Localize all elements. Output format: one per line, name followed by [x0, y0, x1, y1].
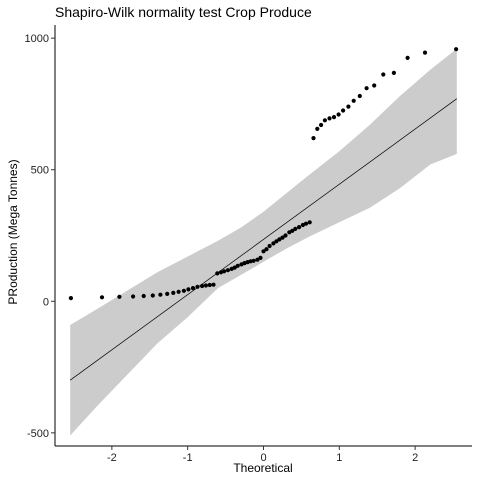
x-tick-label: 2: [412, 452, 418, 464]
data-point: [307, 220, 312, 225]
y-tick-label: 0: [43, 296, 49, 308]
data-point: [351, 98, 356, 103]
x-axis-label: Theoretical: [233, 461, 292, 475]
data-point: [203, 283, 208, 288]
data-point: [311, 136, 316, 141]
data-point: [364, 86, 369, 91]
data-point: [222, 269, 227, 274]
data-point: [150, 293, 155, 298]
data-point: [195, 284, 200, 289]
data-point: [315, 126, 320, 131]
x-tick-label: -1: [183, 452, 193, 464]
data-point: [322, 118, 327, 123]
data-point: [200, 283, 205, 289]
data-point: [280, 235, 285, 240]
data-point: [372, 83, 377, 88]
data-point: [171, 290, 176, 295]
data-point: [165, 291, 170, 296]
data-point: [264, 247, 269, 252]
data-point: [454, 47, 459, 52]
data-point: [207, 282, 212, 288]
data-point: [381, 72, 386, 77]
data-point: [261, 249, 266, 254]
data-point: [255, 257, 260, 262]
data-point: [141, 293, 146, 299]
data-point: [283, 233, 288, 238]
data-point: [131, 294, 136, 299]
data-point: [319, 122, 324, 128]
x-tick-label: 0: [260, 452, 266, 464]
y-tick-label: -500: [27, 428, 49, 440]
chart-title: Shapiro-Wilk normality test Crop Produce: [55, 4, 312, 20]
data-point: [215, 271, 220, 276]
data-point: [405, 55, 410, 61]
data-point: [303, 221, 309, 226]
x-tick-label: 1: [336, 452, 342, 464]
data-point: [99, 295, 105, 300]
data-point: [391, 70, 396, 75]
data-point: [251, 258, 256, 263]
data-point: [190, 286, 196, 291]
y-tick-label: 1000: [25, 33, 49, 45]
y-tick-label: 500: [31, 165, 49, 177]
data-point: [277, 237, 282, 242]
data-point: [331, 115, 337, 120]
data-point: [211, 282, 216, 287]
data-point: [186, 287, 191, 292]
data-point: [290, 228, 295, 233]
data-point: [176, 289, 181, 294]
data-point: [117, 294, 122, 299]
x-tick-label: -2: [107, 452, 117, 464]
plot-area: -2 -1 0 1 2 -500 0 500 1000: [25, 25, 472, 464]
data-point: [235, 263, 240, 268]
data-point: [346, 104, 351, 109]
data-point: [267, 243, 272, 249]
data-point: [341, 108, 346, 113]
data-point: [357, 93, 362, 99]
data-point: [327, 116, 332, 121]
reference-line: [69, 98, 458, 381]
data-point: [181, 288, 186, 293]
data-point: [68, 296, 73, 301]
data-point: [258, 255, 263, 260]
data-point: [422, 50, 428, 55]
data-point: [271, 241, 276, 246]
data-point: [336, 112, 341, 117]
data-point: [158, 292, 163, 297]
y-axis-label: PRoduction (Mega Tonnes): [6, 159, 20, 304]
data-point: [297, 225, 302, 230]
data-point: [274, 239, 279, 244]
data-point: [293, 226, 298, 231]
data-point: [225, 268, 230, 273]
confidence-band: [70, 48, 457, 436]
